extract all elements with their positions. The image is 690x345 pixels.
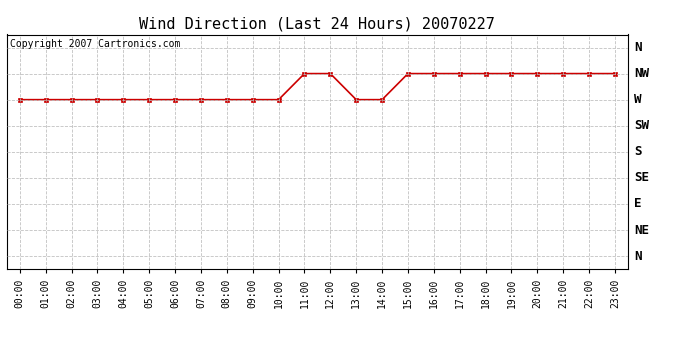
Text: S: S [634, 145, 642, 158]
Text: W: W [634, 93, 642, 106]
Text: NE: NE [634, 224, 649, 237]
Text: NW: NW [634, 67, 649, 80]
Text: Copyright 2007 Cartronics.com: Copyright 2007 Cartronics.com [10, 39, 180, 49]
Text: E: E [634, 197, 642, 210]
Text: N: N [634, 249, 642, 263]
Text: N: N [634, 41, 642, 54]
Text: SW: SW [634, 119, 649, 132]
Text: SE: SE [634, 171, 649, 184]
Title: Wind Direction (Last 24 Hours) 20070227: Wind Direction (Last 24 Hours) 20070227 [139, 17, 495, 32]
